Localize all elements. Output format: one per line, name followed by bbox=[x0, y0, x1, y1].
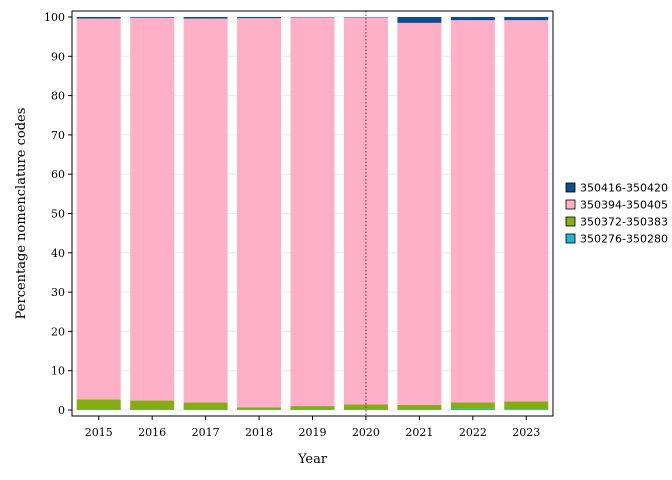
x-tick-label: 2017 bbox=[192, 426, 220, 439]
x-tick-label: 2021 bbox=[405, 426, 433, 439]
bar-segment bbox=[237, 407, 282, 410]
y-tick-label: 70 bbox=[51, 129, 65, 142]
bar-segment bbox=[504, 20, 549, 402]
x-tick-label: 2015 bbox=[85, 426, 113, 439]
bar-segment bbox=[290, 406, 335, 410]
bar-segment bbox=[450, 17, 495, 21]
y-tick-label: 40 bbox=[51, 247, 65, 260]
y-tick-label: 60 bbox=[51, 168, 65, 181]
x-tick-label: 2023 bbox=[512, 426, 540, 439]
x-axis-title: Year bbox=[297, 452, 328, 467]
y-axis: 0 10 20 30 40 50 60 70 80 90 100 bbox=[44, 11, 72, 417]
bar-segment bbox=[76, 17, 121, 19]
bar-segment bbox=[504, 401, 549, 410]
bar-segment bbox=[130, 400, 175, 410]
y-axis-title: Percentage nomenclature codes bbox=[14, 108, 29, 320]
bar-segment bbox=[130, 17, 175, 18]
legend-swatch bbox=[565, 182, 576, 193]
x-tick-label: 2019 bbox=[299, 426, 327, 439]
bar-segment bbox=[76, 18, 121, 400]
x-tick-label: 2020 bbox=[352, 426, 380, 439]
bar-segment bbox=[290, 17, 335, 407]
y-tick-label: 20 bbox=[51, 325, 65, 338]
y-tick-label: 100 bbox=[44, 11, 65, 24]
y-tick-label: 30 bbox=[51, 286, 65, 299]
legend-label: 350416-350420 bbox=[580, 182, 668, 195]
bar-segment bbox=[183, 18, 228, 403]
bar-segment bbox=[504, 17, 549, 21]
bar-segment bbox=[397, 17, 442, 23]
bar-segment bbox=[504, 409, 549, 410]
legend-swatch bbox=[565, 199, 576, 210]
bar-segment bbox=[237, 17, 282, 19]
bar-segment bbox=[397, 22, 442, 405]
x-tick-label: 2016 bbox=[138, 426, 166, 439]
y-tick-label: 90 bbox=[51, 50, 65, 63]
legend-swatch bbox=[565, 216, 576, 227]
legend-label: 350372-350383 bbox=[580, 216, 668, 229]
legend-label: 350276-350280 bbox=[580, 233, 668, 246]
legend-swatch bbox=[565, 233, 576, 244]
x-tick-label: 2018 bbox=[245, 426, 273, 439]
bar-segment bbox=[183, 402, 228, 410]
legend: 350416-350420 350394-350405 350372-350383 3… bbox=[565, 182, 668, 246]
y-tick-label: 50 bbox=[51, 208, 65, 221]
bar-segment bbox=[450, 408, 495, 410]
bar-segment bbox=[76, 399, 121, 410]
bar-segment bbox=[450, 20, 495, 403]
y-tick-label: 10 bbox=[51, 365, 65, 378]
x-axis: 2015 2016 2017 2018 2019 2020 2021 2022 2023 bbox=[85, 416, 540, 439]
bar-segment bbox=[130, 17, 175, 401]
bar-segment bbox=[183, 17, 228, 19]
x-tick-label: 2022 bbox=[459, 426, 487, 439]
bar-segment bbox=[237, 18, 282, 408]
y-tick-label: 0 bbox=[58, 404, 65, 417]
bar-segment bbox=[397, 404, 442, 410]
bars bbox=[76, 17, 549, 410]
y-tick-label: 80 bbox=[51, 90, 65, 103]
bar-segment bbox=[450, 402, 495, 409]
legend-label: 350394-350405 bbox=[580, 199, 668, 212]
